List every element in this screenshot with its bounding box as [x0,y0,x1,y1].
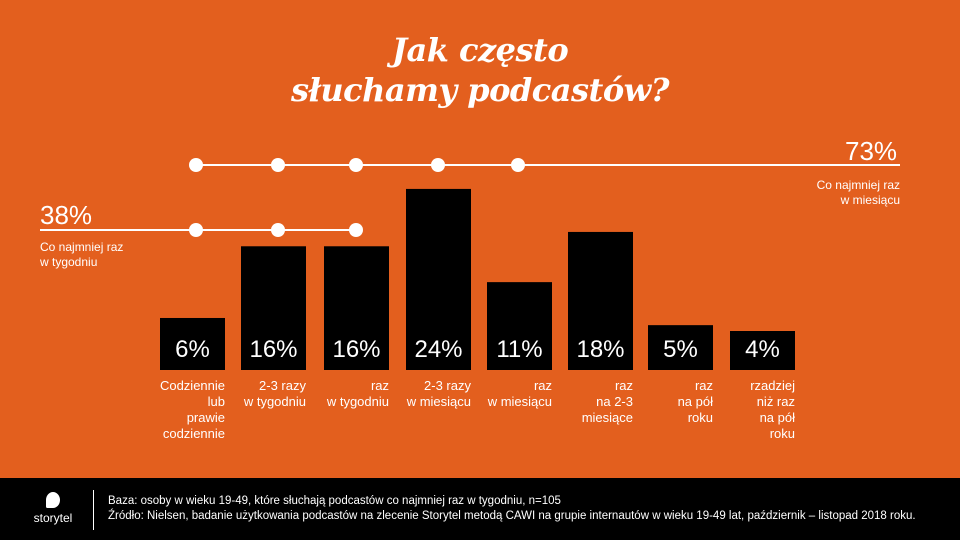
timeline-dot [189,223,203,237]
timeline-dot [271,223,285,237]
source-note: Baza: osoby w wieku 19-49, które słuchaj… [108,495,916,522]
category-label: raz w miesiącu [462,378,552,410]
category-label-line: niż raz [756,394,795,409]
category-label-line: Codziennie [159,378,225,393]
divider [93,490,94,530]
timeline-dot [511,158,525,172]
bar-5 [568,231,633,370]
category-label-line: 2-3 razy [259,378,306,393]
category-label-line: w miesiącu [487,394,552,409]
data-label: 5% [663,336,698,363]
storytel-logo: storytel [28,492,78,525]
weekly-label: Co najmniej raz w tygodniu [40,240,124,269]
timeline-dot [431,158,445,172]
data-label: 18% [576,336,625,363]
data-label: 24% [414,336,463,363]
category-label: 2-3 razy w tygodniu [216,378,306,410]
category-label-line: miesiące [581,410,633,425]
timeline-dot [271,158,285,172]
category-label-line: na 2-3 [596,394,633,409]
bar-6 [648,325,713,370]
data-label: 16% [249,336,298,363]
category-label-line: prawie [186,410,225,425]
category-label: rzadziej niż raz na pół roku [705,378,795,442]
category-label: 2-3 razy w miesiącu [381,378,471,410]
category-label: raz na 2-3 miesiące [543,378,633,426]
weekly-value: 38% [40,200,93,230]
category-label-line: w miesiącu [406,394,471,409]
category-label: Codziennie lub prawie codziennie [135,378,225,442]
timeline-dot [349,158,363,172]
category-label-line: raz [694,378,713,393]
category-label-line: 2-3 razy [424,378,471,393]
monthly-value: 73% [845,136,898,166]
bar-3 [406,188,471,370]
storytel-drop-icon [46,492,60,508]
category-label-line: roku [687,410,713,425]
bar-4 [487,282,552,370]
category-label-line: lub [207,394,225,409]
category-label-line: w tygodniu [243,394,306,409]
category-label-line: roku [769,426,795,441]
category-label-line: na pół [759,410,795,425]
data-label: 6% [175,336,210,363]
bar-2 [324,246,389,370]
data-label: 4% [745,336,780,363]
category-label-line: raz [533,378,552,393]
data-label: 16% [332,336,381,363]
category-label: raz w tygodniu [299,378,389,410]
chart-title: Jak często słuchamy podcastów? [291,31,669,109]
category-label-line: w tygodniu [326,394,389,409]
category-label-line: rzadziej [750,378,795,393]
data-label: 11% [496,336,543,363]
category-label: raz na pół roku [623,378,713,426]
footer: storytel Baza: osoby w wieku 19-49, któr… [0,478,960,540]
category-label-line: na pół [677,394,713,409]
timeline-dot [189,158,203,172]
category-label-line: raz [614,378,633,393]
bar-1 [241,246,306,370]
category-label-line: raz [370,378,389,393]
category-label-line: codziennie [162,426,225,441]
bar-7 [730,331,795,370]
monthly-label: Co najmniej raz w miesiącu [816,178,900,207]
timeline-dot [349,223,363,237]
bar-0 [160,317,225,370]
